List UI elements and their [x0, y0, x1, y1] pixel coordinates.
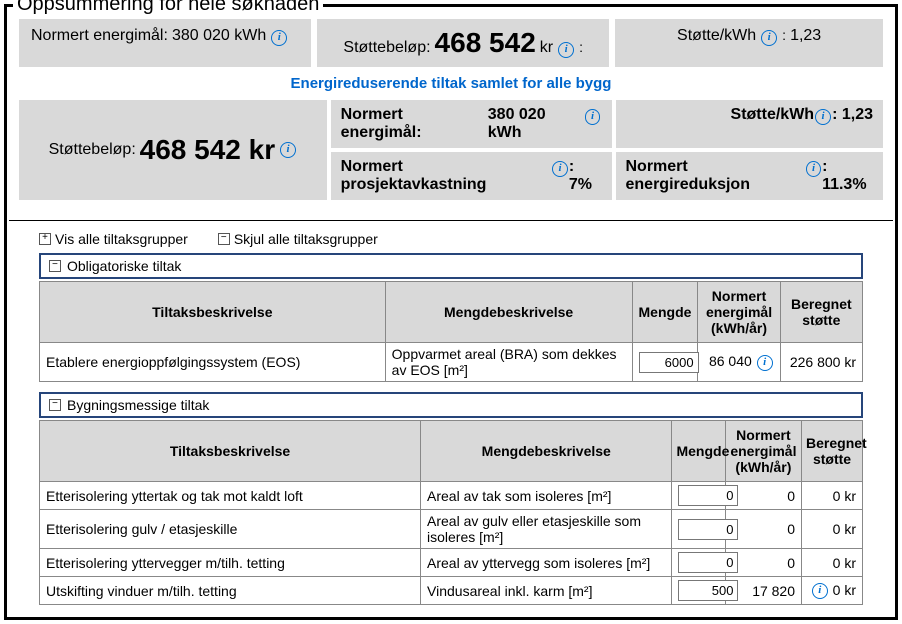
fieldset-title: Oppsummering for hele søknaden: [13, 0, 323, 16]
cell-qty: [632, 343, 698, 382]
minus-icon: −: [49, 399, 61, 411]
cell-qty: [672, 482, 725, 510]
table-row: Etterisolering gulv / etasjeskilleAreal …: [40, 510, 863, 549]
g2-perkwh-label: Støtte/kWh: [731, 106, 815, 124]
expand-all-button[interactable]: + Vis alle tiltaksgrupper: [39, 231, 188, 247]
summary-row-1: Normert energimål: 380 020 kWh i Støtteb…: [19, 19, 883, 67]
cell-unit: Oppvarmet areal (BRA) som dekkes av EOS …: [385, 343, 632, 382]
th-support: Beregnet støtte: [802, 421, 863, 482]
cell-goal: 86 040 i: [698, 343, 780, 382]
g2-support-label: Støttebeløp:: [49, 141, 136, 159]
group-title: Bygningsmessige tiltak: [67, 397, 209, 413]
summary-fieldset: Oppsummering for hele søknaden Normert e…: [4, 4, 898, 620]
th-support: Beregnet støtte: [780, 282, 862, 343]
cell-unit: Areal av tak som isoleres [m²]: [421, 482, 672, 510]
info-icon[interactable]: i: [761, 30, 777, 46]
plus-icon: +: [39, 233, 51, 245]
g2-perkwh: Støtte/kWh i : 1,23: [616, 100, 884, 148]
perkwh-label: Støtte/kWh: [677, 27, 756, 45]
info-icon[interactable]: i: [271, 30, 287, 46]
toggle-row: + Vis alle tiltaksgrupper − Skjul alle t…: [39, 231, 863, 247]
cell-desc: Etterisolering yttervegger m/tilh. tetti…: [40, 549, 421, 577]
info-icon[interactable]: i: [812, 583, 828, 599]
cell-desc: Utskifting vinduer m/tilh. tetting: [40, 577, 421, 605]
collapse-all-button[interactable]: − Skjul alle tiltaksgrupper: [218, 231, 378, 247]
info-icon[interactable]: i: [558, 42, 574, 58]
cell-qty: [672, 510, 725, 549]
g2-reduction: Normert energireduksjon i : 11.3%: [616, 152, 884, 200]
g2-energy-goal: Normert energimål: 380 020 kWh i: [331, 100, 612, 148]
cell-unit: Vindusareal inkl. karm [m²]: [421, 577, 672, 605]
th-unit: Mengdebeskrivelse: [385, 282, 632, 343]
group-bygningsmessige: − Bygningsmessige tiltak: [39, 392, 863, 418]
summary-grid-2: Normert energimål: 380 020 kWh i Støtteb…: [19, 100, 883, 200]
table-row: Etterisolering yttervegger m/tilh. tetti…: [40, 549, 863, 577]
minus-icon: −: [218, 233, 230, 245]
table-row: Etablere energioppfølgingssystem (EOS) O…: [40, 343, 863, 382]
table-obligatoriske: Tiltaksbeskrivelse Mengdebeskrivelse Men…: [39, 281, 863, 382]
link-row[interactable]: Energireduserende tiltak samlet for alle…: [9, 75, 893, 92]
info-icon[interactable]: i: [757, 355, 773, 371]
th-goal: Normert energimål (kWh/år): [725, 421, 801, 482]
table-bygningsmessige: Tiltaksbeskrivelse Mengdebeskrivelse Men…: [39, 420, 863, 605]
th-desc: Tiltaksbeskrivelse: [40, 282, 386, 343]
info-icon[interactable]: i: [280, 142, 296, 158]
qty-input[interactable]: [639, 352, 699, 373]
g2-support: Støttebeløp: 468 542 kr i: [19, 100, 327, 200]
g2-support-value: 468 542 kr: [140, 134, 275, 166]
cell-support: i 0 kr: [802, 577, 863, 605]
info-icon[interactable]: i: [552, 161, 568, 177]
collapse-label: Skjul alle tiltaksgrupper: [234, 231, 378, 247]
energy-goal-label: Normert energimål:: [31, 27, 168, 45]
cell-support: 0 kr: [802, 510, 863, 549]
cell-qty: [672, 577, 725, 605]
support-unit: kr: [540, 39, 553, 57]
th-qty: Mengde: [632, 282, 698, 343]
group-title: Obligatoriske tiltak: [67, 258, 181, 274]
lower-section: + Vis alle tiltaksgrupper − Skjul alle t…: [9, 221, 893, 615]
qty-input[interactable]: [678, 580, 738, 601]
g2-reduction-value: : 11.3%: [822, 158, 873, 194]
cell-qty: [672, 549, 725, 577]
qty-input[interactable]: [678, 552, 738, 573]
perkwh-cell: Støtte/kWh i : 1,23: [615, 19, 883, 67]
cell-unit: Areal av yttervegg som isoleres [m²]: [421, 549, 672, 577]
info-icon[interactable]: i: [815, 109, 831, 125]
qty-input[interactable]: [678, 485, 738, 506]
perkwh-value: 1,23: [790, 27, 821, 45]
th-unit: Mengdebeskrivelse: [421, 421, 672, 482]
group-header[interactable]: − Bygningsmessige tiltak: [41, 394, 861, 416]
cell-support: 0 kr: [802, 549, 863, 577]
cell-desc: Etterisolering gulv / etasjeskille: [40, 510, 421, 549]
minus-icon: −: [49, 260, 61, 272]
th-qty: Mengde: [672, 421, 725, 482]
th-desc: Tiltaksbeskrivelse: [40, 421, 421, 482]
cell-support: 226 800 kr: [780, 343, 862, 382]
cell-desc: Etterisolering yttertak og tak mot kaldt…: [40, 482, 421, 510]
th-goal: Normert energimål (kWh/år): [698, 282, 780, 343]
g2-return: Normert prosjektavkastning i : 7%: [331, 152, 612, 200]
cell-desc: Etablere energioppfølgingssystem (EOS): [40, 343, 386, 382]
expand-label: Vis alle tiltaksgrupper: [55, 231, 188, 247]
g2-reduction-label: Normert energireduksjon: [626, 158, 805, 194]
support-cell: Støttebeløp: 468 542 kr i :: [317, 19, 609, 67]
support-label: Støttebeløp:: [343, 39, 430, 57]
cell-unit: Areal av gulv eller etasjeskille som iso…: [421, 510, 672, 549]
support-value: 468 542: [435, 27, 536, 59]
cell-support: 0 kr: [802, 482, 863, 510]
g2-perkwh-value: : 1,23: [832, 106, 873, 124]
energy-goal-value: 380 020 kWh: [172, 27, 266, 45]
info-icon[interactable]: i: [806, 161, 821, 177]
qty-input[interactable]: [678, 519, 738, 540]
energy-goal-cell: Normert energimål: 380 020 kWh i: [19, 19, 311, 67]
table-row: Utskifting vinduer m/tilh. tettingVindus…: [40, 577, 863, 605]
table-row: Etterisolering yttertak og tak mot kaldt…: [40, 482, 863, 510]
group-header[interactable]: − Obligatoriske tiltak: [41, 255, 861, 277]
info-icon[interactable]: i: [585, 109, 601, 125]
g2-energy-goal-label: Normert energimål:: [341, 106, 488, 142]
g2-return-value: : 7%: [569, 158, 602, 194]
g2-energy-goal-value: 380 020 kWh: [488, 106, 584, 142]
g2-return-label: Normert prosjektavkastning: [341, 158, 551, 194]
group-obligatoriske: − Obligatoriske tiltak: [39, 253, 863, 279]
